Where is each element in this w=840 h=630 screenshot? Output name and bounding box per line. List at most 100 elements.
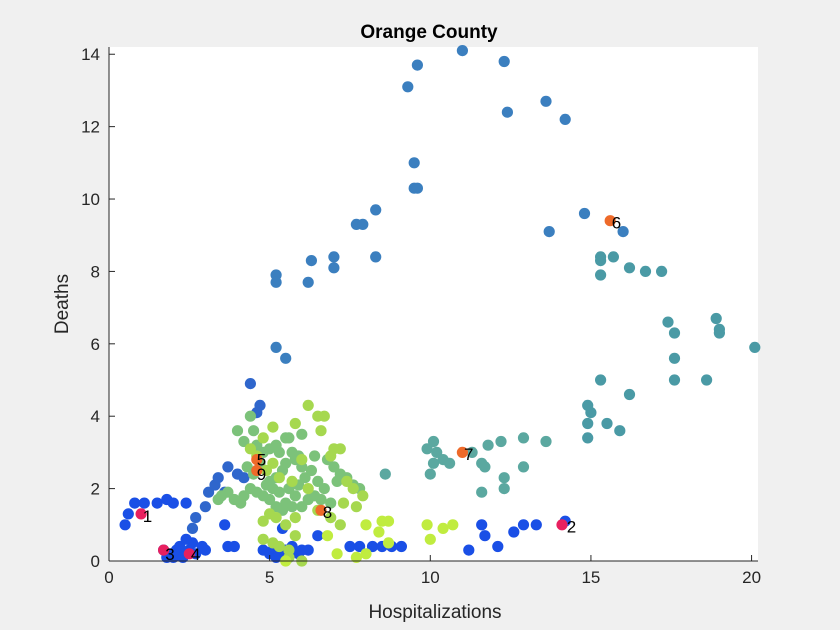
- data-point: [421, 443, 433, 455]
- data-point: [289, 530, 301, 542]
- data-point: [614, 425, 626, 437]
- data-point: [122, 508, 134, 520]
- x-tick-label: 0: [104, 568, 113, 587]
- data-point: [639, 265, 652, 277]
- data-point: [508, 526, 520, 538]
- x-axis-label: Hospitalizations: [368, 602, 501, 623]
- data-point: [138, 497, 150, 509]
- data-point: [710, 312, 722, 325]
- data-point: [302, 399, 314, 411]
- data-point: [456, 446, 468, 458]
- data-point: [749, 341, 761, 353]
- data-point: [241, 461, 253, 473]
- data-point: [244, 378, 256, 390]
- data-point: [427, 457, 440, 469]
- point-annotation-label: 8: [323, 503, 332, 522]
- point-annotation-label: 6: [612, 214, 621, 233]
- data-point: [244, 410, 256, 422]
- data-point: [411, 59, 423, 71]
- data-point: [248, 425, 260, 437]
- data-point: [623, 388, 636, 401]
- data-point: [585, 407, 597, 419]
- data-point: [447, 519, 459, 531]
- data-point: [331, 548, 343, 560]
- data-point: [315, 425, 327, 437]
- data-point: [280, 352, 292, 364]
- data-point: [286, 475, 298, 487]
- data-point: [315, 493, 327, 506]
- data-point: [337, 497, 350, 509]
- data-point: [151, 497, 163, 509]
- data-point: [431, 446, 443, 458]
- data-point: [517, 461, 530, 473]
- data-point: [466, 446, 478, 458]
- data-point: [382, 515, 395, 527]
- data-point: [517, 432, 530, 444]
- data-point: [302, 544, 314, 556]
- data-point: [607, 251, 620, 263]
- data-point: [296, 501, 308, 513]
- data-point: [595, 255, 607, 267]
- data-point: [482, 439, 494, 451]
- data-point: [244, 483, 256, 495]
- data-point: [129, 497, 141, 509]
- data-point: [595, 374, 607, 386]
- data-point: [373, 526, 385, 538]
- data-point: [312, 475, 324, 487]
- data-point: [296, 454, 308, 466]
- data-point: [318, 483, 330, 495]
- y-tick-label: 10: [81, 190, 100, 209]
- data-point: [299, 472, 311, 484]
- data-point: [341, 475, 353, 487]
- data-point: [273, 446, 285, 458]
- data-point: [456, 45, 468, 57]
- data-point: [370, 251, 382, 263]
- data-point: [495, 435, 507, 448]
- data-point: [186, 522, 199, 535]
- data-point: [357, 490, 369, 502]
- data-point: [203, 486, 215, 498]
- data-point: [222, 461, 234, 473]
- data-point: [354, 540, 366, 553]
- data-point: [331, 475, 343, 487]
- data-point: [238, 435, 250, 448]
- data-point: [382, 537, 395, 549]
- data-point: [517, 519, 530, 531]
- data-point: [183, 548, 195, 560]
- data-point: [212, 472, 224, 484]
- data-point: [350, 551, 362, 564]
- data-point: [360, 548, 372, 560]
- point-annotation-label: 2: [567, 518, 576, 537]
- data-point: [617, 226, 629, 238]
- data-point: [328, 461, 340, 473]
- data-point: [379, 468, 391, 480]
- data-point: [180, 533, 192, 545]
- data-point: [334, 519, 346, 531]
- data-point: [668, 327, 681, 339]
- data-point: [325, 450, 337, 462]
- data-point: [325, 497, 337, 509]
- x-tick-label: 15: [581, 568, 600, 587]
- data-point: [135, 508, 147, 520]
- data-point: [424, 533, 436, 545]
- data-point: [273, 472, 285, 484]
- data-point: [582, 432, 594, 444]
- data-point: [270, 341, 282, 353]
- data-point: [701, 374, 713, 386]
- data-point: [219, 519, 231, 531]
- data-point: [270, 501, 282, 513]
- data-point: [556, 519, 568, 531]
- y-tick-label: 6: [91, 335, 100, 354]
- data-point: [427, 435, 440, 448]
- data-point: [270, 276, 282, 288]
- data-point: [501, 106, 513, 118]
- data-point: [167, 497, 179, 509]
- point-annotations: 1 2 3 4 5 6 7 8 9: [143, 214, 622, 564]
- x-tick-label: 5: [265, 568, 274, 587]
- data-point: [479, 461, 491, 473]
- data-point: [595, 269, 607, 281]
- chart-title: Orange County: [360, 22, 498, 43]
- data-point: [305, 464, 317, 477]
- data-point: [411, 182, 423, 194]
